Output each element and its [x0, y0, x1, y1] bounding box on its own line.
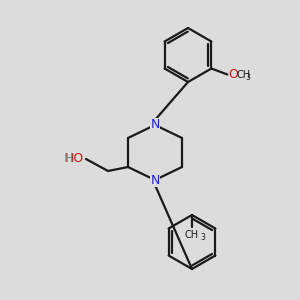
Text: N: N — [150, 173, 160, 187]
Text: 3: 3 — [200, 233, 205, 242]
Text: O: O — [228, 68, 238, 81]
Text: 3: 3 — [245, 73, 250, 82]
Text: HO: HO — [65, 152, 84, 164]
Text: H: H — [64, 152, 73, 164]
Text: CH: CH — [185, 230, 199, 240]
Text: CH: CH — [236, 70, 250, 80]
Text: N: N — [150, 118, 160, 131]
